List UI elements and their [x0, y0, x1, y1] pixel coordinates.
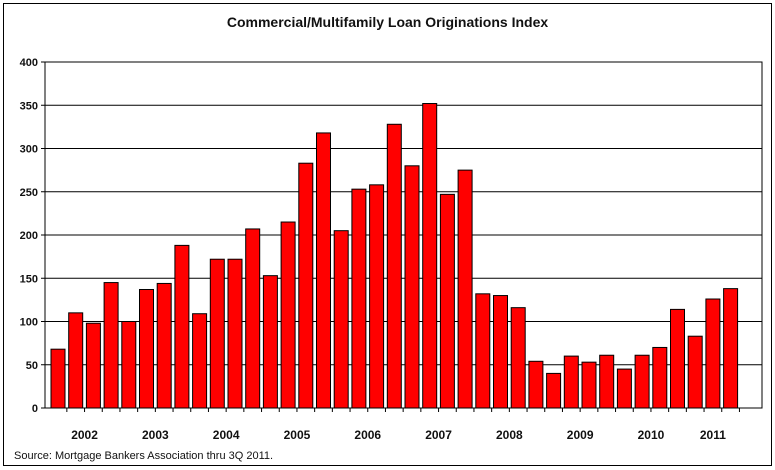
bar	[581, 361, 597, 409]
x-year-label: 2008	[496, 428, 523, 442]
bar	[369, 184, 385, 409]
bar	[634, 354, 650, 409]
y-tick-label: 350	[20, 100, 38, 112]
x-year-label: 2009	[567, 428, 594, 442]
bar	[227, 258, 243, 409]
bar	[156, 282, 172, 409]
bar	[670, 308, 685, 409]
y-tick-label: 200	[20, 230, 38, 242]
bar	[174, 244, 190, 409]
y-tick-label: 100	[20, 317, 38, 329]
x-year-label: 2003	[142, 428, 169, 442]
bar	[280, 221, 296, 409]
y-tick-label: 400	[20, 57, 38, 69]
y-tick-label: 50	[26, 360, 38, 372]
bar	[333, 230, 349, 409]
bar	[262, 275, 278, 409]
x-year-label: 2005	[284, 428, 311, 442]
x-year-label: 2010	[638, 428, 665, 442]
bar	[386, 123, 402, 409]
bars	[50, 103, 739, 409]
axes	[41, 61, 763, 412]
bar	[103, 282, 119, 409]
plot-area-border	[44, 61, 763, 409]
bar	[457, 169, 473, 409]
bar	[723, 288, 739, 409]
bar	[510, 307, 526, 409]
y-tick-label: 300	[20, 144, 38, 156]
bar	[351, 188, 367, 409]
y-tick-label: 0	[32, 403, 38, 415]
bar	[85, 322, 101, 409]
bar	[687, 335, 703, 409]
bar	[439, 193, 455, 409]
bar	[209, 258, 225, 409]
bar	[493, 295, 508, 409]
bar	[546, 372, 562, 409]
x-tick-labels: 2002 2003 2004 2005 2006 2007 2008 2009 2010 2011	[71, 428, 726, 442]
bar	[616, 368, 632, 409]
bar	[316, 132, 331, 409]
chart-title: Commercial/Multifamily Loan Originations…	[226, 14, 549, 30]
x-year-label: 2007	[425, 428, 452, 442]
x-year-label: 2002	[71, 428, 98, 442]
gridlines	[45, 61, 762, 409]
bar	[422, 103, 438, 409]
bar	[475, 293, 491, 409]
bar	[652, 346, 668, 409]
y-tick-label: 250	[20, 187, 38, 199]
bar	[705, 298, 721, 409]
bar	[192, 313, 208, 409]
bar	[121, 321, 137, 409]
bar	[298, 162, 314, 409]
bar	[528, 360, 544, 409]
bar	[50, 348, 66, 409]
bar	[139, 288, 154, 409]
bar	[563, 355, 579, 409]
x-year-label: 2006	[354, 428, 381, 442]
bar	[245, 228, 261, 409]
y-tick-label: 150	[20, 273, 38, 285]
source-note: Source: Mortgage Bankers Association thr…	[14, 450, 274, 462]
x-year-label: 2011	[700, 428, 726, 442]
bar	[404, 165, 420, 409]
bar	[599, 354, 615, 409]
x-year-label: 2004	[213, 428, 240, 442]
bar	[68, 312, 84, 409]
y-tick-labels: 0 50 100 150 200 250 300 350 400	[20, 57, 38, 415]
